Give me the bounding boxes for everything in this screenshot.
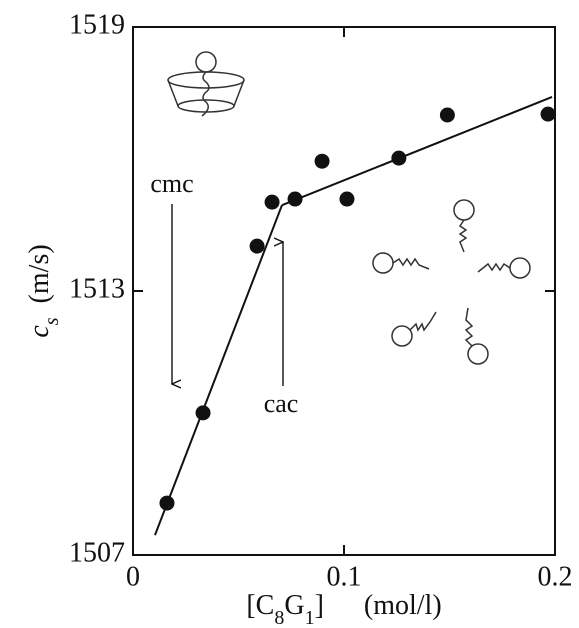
data-point: [264, 194, 280, 210]
x-axis-label-part: 1: [305, 607, 315, 628]
data-point: [339, 191, 355, 207]
annotation: cmc: [150, 169, 193, 198]
x-axis-label-part: (mol/l): [364, 590, 442, 621]
data-point: [195, 405, 211, 421]
y-tick-label: 1519: [69, 9, 125, 40]
plot-frame: [132, 26, 556, 556]
x-axis-label-part: ]: [315, 590, 324, 621]
cyclodextrin-cartoon: [167, 51, 245, 117]
data-point: [287, 191, 303, 207]
data-point: [391, 150, 407, 166]
x-axis-label-part: 8: [274, 607, 284, 628]
y-axis-label-unit: (m/s): [24, 244, 55, 303]
y-tick-label: 1513: [69, 273, 125, 304]
x-tick-label: 0.1: [327, 561, 362, 592]
micelle-cartoon: [372, 199, 531, 365]
data-point: [159, 495, 175, 511]
data-point: [314, 153, 330, 169]
y-tick-label: 1507: [69, 537, 125, 568]
x-tick-label: 0: [126, 561, 140, 592]
annotation: cac: [264, 389, 299, 418]
y-axis-label: cs (m/s): [24, 244, 62, 337]
fit-line: [154, 204, 283, 536]
x-axis-label-part: [C: [246, 590, 274, 621]
y-axis-label-symbol: c: [24, 325, 55, 338]
x-tick-label: 0.2: [538, 561, 573, 592]
x-axis-label: [C8G1] (mol/l): [246, 590, 441, 628]
fit-line: [281, 96, 553, 207]
data-point: [540, 106, 556, 122]
data-point: [439, 107, 455, 123]
x-axis-label-part: G: [284, 590, 304, 621]
y-axis-label-subscript: s: [41, 317, 63, 325]
data-point: [249, 238, 265, 254]
